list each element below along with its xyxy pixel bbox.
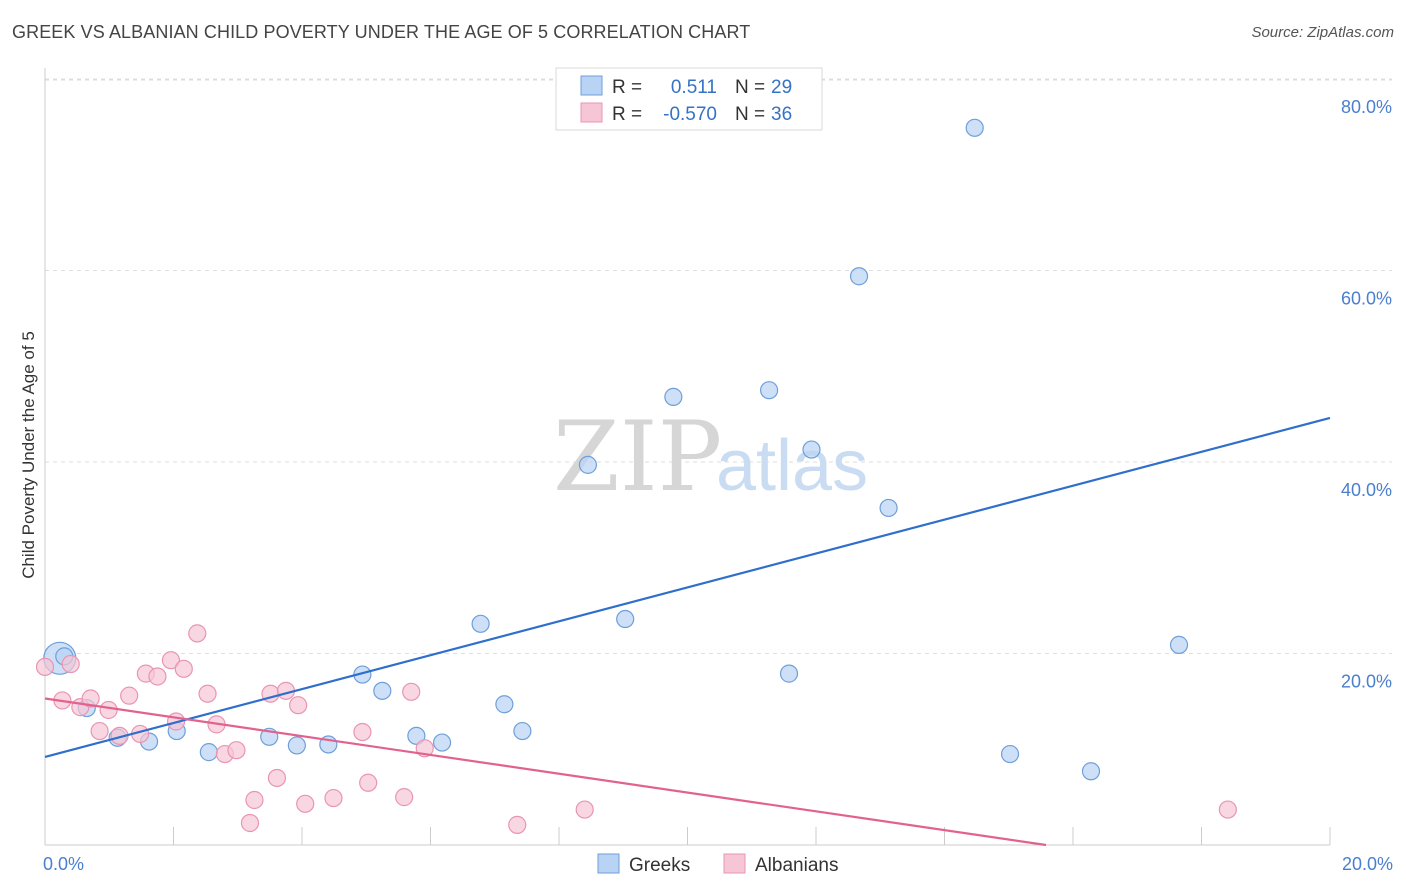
greek-point bbox=[1000, 744, 1020, 764]
albanian-point bbox=[198, 684, 217, 703]
watermark-zip: ZIP bbox=[553, 401, 722, 513]
albanian-point bbox=[289, 696, 308, 715]
greek-point bbox=[664, 387, 683, 406]
albanian-point bbox=[353, 722, 372, 742]
legend-albanians-swatch bbox=[580, 102, 603, 123]
greek-point bbox=[849, 267, 869, 286]
albanian-point bbox=[61, 654, 80, 674]
legend-albanians-r-value: -0.570 bbox=[663, 104, 717, 125]
greek-point bbox=[199, 743, 218, 762]
greek-point bbox=[1081, 762, 1101, 781]
albanian-point bbox=[120, 686, 139, 705]
albanian-point bbox=[508, 815, 527, 834]
greek-trend-line bbox=[44, 416, 1331, 758]
albanian-point bbox=[90, 721, 109, 741]
greek-point bbox=[287, 736, 306, 755]
greek-point bbox=[779, 664, 799, 683]
greek-point bbox=[965, 118, 984, 137]
greek-point bbox=[432, 733, 452, 752]
albanian-point bbox=[296, 794, 315, 813]
grid-layer bbox=[45, 78, 1392, 654]
bottom-legend-albanians-label: Albanians bbox=[755, 855, 838, 876]
y-tick-label: 80.0% bbox=[1341, 97, 1392, 117]
x-tick-label: 0.0% bbox=[43, 854, 84, 874]
albanian-point bbox=[402, 682, 421, 701]
albanian-trend-line bbox=[44, 697, 1047, 847]
watermark-atlas: atlas bbox=[716, 426, 868, 506]
y-tick-label: 60.0% bbox=[1341, 289, 1392, 309]
legend-greeks-swatch bbox=[580, 75, 603, 96]
x-tick-label: 20.0% bbox=[1342, 854, 1393, 874]
greek-point bbox=[495, 695, 514, 714]
greek-point bbox=[802, 440, 821, 459]
correlation-legend: R = 0.511 N = 29 R = -0.570 N = 36 bbox=[555, 67, 823, 131]
greek-point bbox=[373, 681, 392, 700]
legend-albanians-r-label: R = bbox=[612, 104, 642, 125]
albanian-point bbox=[227, 741, 246, 760]
chart-title: GREEK VS ALBANIAN CHILD POVERTY UNDER TH… bbox=[12, 22, 751, 42]
albanian-point bbox=[324, 788, 343, 808]
trend-layer bbox=[44, 416, 1331, 847]
y-tick-label: 40.0% bbox=[1341, 480, 1392, 500]
albanian-point bbox=[245, 790, 264, 810]
legend-greeks-r-value: 0.511 bbox=[671, 77, 717, 98]
legend-greeks-n-label: N = bbox=[735, 77, 765, 98]
tick-labels: 20.0% 40.0% 60.0% 80.0% 0.0% 20.0% bbox=[43, 97, 1393, 874]
bottom-legend-greeks-label: Greeks bbox=[629, 855, 690, 876]
greek-point bbox=[407, 726, 426, 745]
greek-point bbox=[879, 498, 898, 518]
legend-greeks-r-label: R = bbox=[612, 77, 642, 98]
y-axis-label: Child Poverty Under the Age of 5 bbox=[19, 331, 38, 579]
y-tick-label: 20.0% bbox=[1341, 672, 1392, 692]
legend-albanians-n-value: 36 bbox=[771, 104, 792, 125]
greek-point bbox=[471, 614, 490, 633]
albanian-point bbox=[81, 689, 100, 708]
albanian-point bbox=[161, 651, 181, 670]
legend-albanians-n-label: N = bbox=[735, 104, 765, 125]
albanian-point bbox=[188, 624, 207, 643]
points-layer bbox=[35, 118, 1237, 834]
albanian-point bbox=[148, 667, 167, 686]
bottom-legend-albanians-swatch bbox=[723, 853, 746, 874]
axis-layer bbox=[44, 68, 1331, 846]
albanian-point bbox=[240, 813, 260, 833]
greek-point bbox=[616, 609, 635, 629]
greek-point bbox=[1169, 635, 1189, 654]
albanian-point bbox=[395, 788, 414, 807]
legend-greeks-n-value: 29 bbox=[771, 77, 792, 98]
series-legend: Greeks Albanians bbox=[597, 853, 838, 876]
watermark: ZIP atlas bbox=[553, 401, 868, 513]
albanian-point bbox=[267, 768, 287, 788]
source-label: Source: ZipAtlas.com bbox=[1251, 24, 1394, 41]
albanian-point bbox=[575, 800, 594, 819]
greek-point bbox=[759, 381, 779, 400]
greek-point bbox=[578, 455, 598, 474]
bottom-legend-greeks-swatch bbox=[597, 853, 620, 874]
albanian-point bbox=[35, 657, 55, 677]
greek-point bbox=[513, 721, 532, 741]
albanian-point bbox=[99, 700, 118, 720]
albanian-point bbox=[1218, 800, 1237, 819]
albanian-point bbox=[359, 773, 378, 792]
albanian-point bbox=[174, 659, 193, 678]
